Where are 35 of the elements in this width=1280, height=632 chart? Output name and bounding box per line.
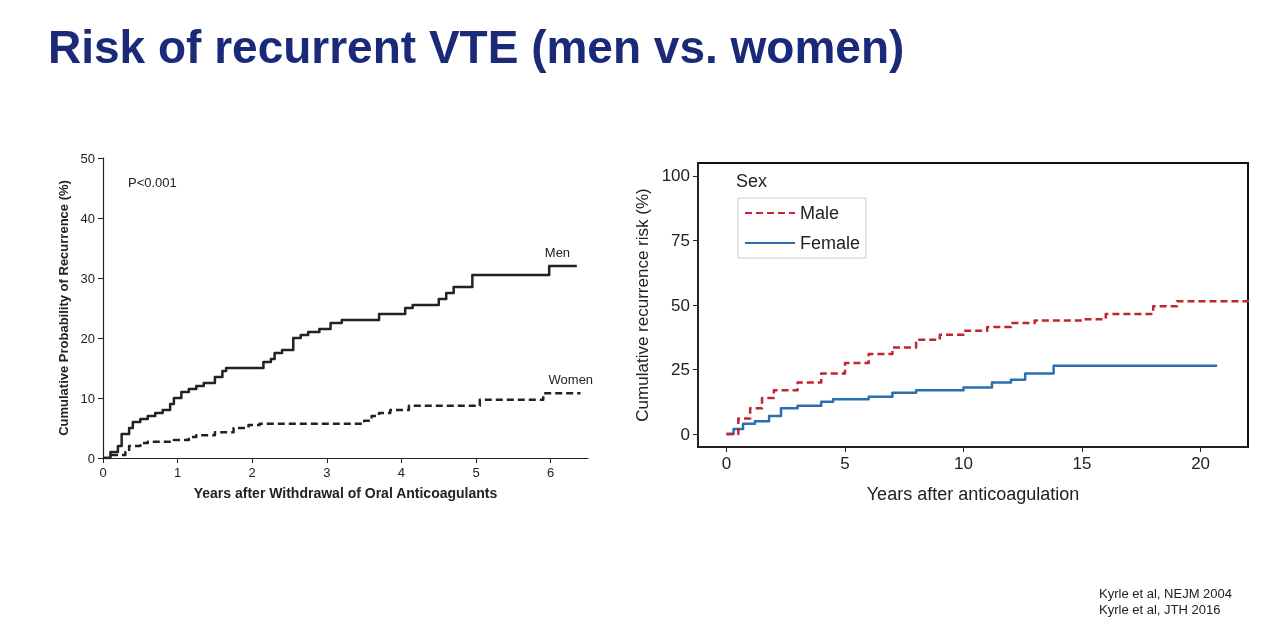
x-tick-label: 6 [547,465,555,480]
legend-title: Sex [736,171,768,191]
x-tick-label: 2 [248,465,256,480]
x-axis-title: Years after Withdrawal of Oral Anticoagulants [193,485,498,501]
legend-label: Female [800,233,861,253]
y-tick-label: 20 [80,330,95,346]
y-tick-label: 100 [661,166,690,186]
x-tick-label: 4 [397,465,406,480]
y-axis-title: Cumulative Probability of Recurrence (%) [55,180,71,436]
x-tick-label: 0 [721,454,732,473]
y-tick-label: 10 [80,390,95,406]
x-tick-label: 3 [323,465,331,480]
x-axis-title: Years after anticoagulation [866,484,1080,504]
y-tick-label: 0 [680,424,690,444]
series-label: Men [544,244,571,260]
chart-title: Risk of recurrent VTE (men vs. women) [48,20,905,74]
text: Kyrle et al, JTH 2016 [1099,602,1222,618]
x-tick-label: 10 [954,454,973,473]
legend-label: Male [800,203,840,223]
y-tick-label: 50 [80,150,95,166]
y-tick-label: 25 [671,360,690,380]
y-tick-label: 75 [671,230,690,250]
text: Kyrle et al, NEJM 2004 [1099,586,1232,602]
y-tick-label: 50 [671,295,690,315]
x-tick-label: 1 [174,465,182,480]
x-tick-label: 0 [99,465,107,480]
y-axis-title: Cumulative recurrence risk (%) [632,188,652,422]
x-tick-label: 5 [840,454,850,473]
x-tick-label: 5 [472,465,480,480]
series-label: Women [548,371,594,387]
x-tick-label: 20 [1191,454,1211,473]
x-tick-label: 15 [1072,454,1092,473]
y-tick-label: 30 [80,270,95,286]
annotation: P<0.001 [128,175,177,190]
y-tick-label: 40 [80,210,95,226]
